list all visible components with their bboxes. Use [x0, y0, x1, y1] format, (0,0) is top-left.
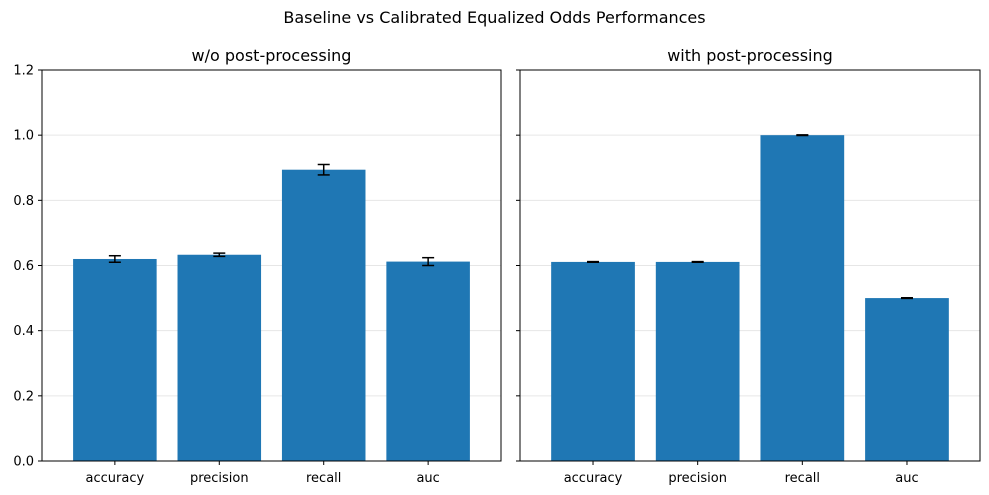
x-tick-label-auc: auc: [416, 471, 439, 486]
y-tick-label: 1.2: [13, 64, 34, 79]
bar-auc: [386, 261, 470, 461]
bar-recall: [760, 135, 845, 461]
x-tick-label-auc: auc: [895, 471, 918, 486]
bar-precision: [655, 261, 740, 461]
y-tick-label: 1.0: [13, 129, 34, 144]
x-tick-label-recall: recall: [306, 471, 341, 486]
y-tick-label: 0.0: [13, 455, 34, 470]
subplot-title: with post-processing: [667, 46, 833, 65]
bar-accuracy: [551, 261, 635, 461]
figure-suptitle: Baseline vs Calibrated Equalized Odds Pe…: [283, 8, 705, 27]
bar-auc: [865, 298, 949, 461]
x-tick-label-accuracy: accuracy: [86, 471, 145, 486]
bar-accuracy: [73, 258, 157, 461]
bar-recall: [281, 169, 366, 461]
y-tick-label: 0.8: [13, 194, 34, 209]
x-tick-label-accuracy: accuracy: [564, 471, 623, 486]
subplot-2: accuracy precision recall auc with post-proc…: [516, 46, 981, 486]
bar-precision: [177, 254, 262, 461]
axes-frame: [41, 69, 502, 462]
axes-frame: [519, 69, 981, 462]
x-tick-label-precision: precision: [190, 471, 249, 486]
x-tick-label-recall: recall: [785, 471, 820, 486]
x-tick-label-precision: precision: [668, 471, 727, 486]
subplot-1: 0.0 0.2 0.4 0.6 0.8 1.0 1.2 accuracy precision re…: [13, 46, 502, 486]
y-tick-label: 0.6: [13, 259, 34, 274]
y-tick-label: 0.2: [13, 389, 34, 404]
subplot-title: w/o post-processing: [192, 46, 352, 65]
y-tick-label: 0.4: [13, 324, 34, 339]
